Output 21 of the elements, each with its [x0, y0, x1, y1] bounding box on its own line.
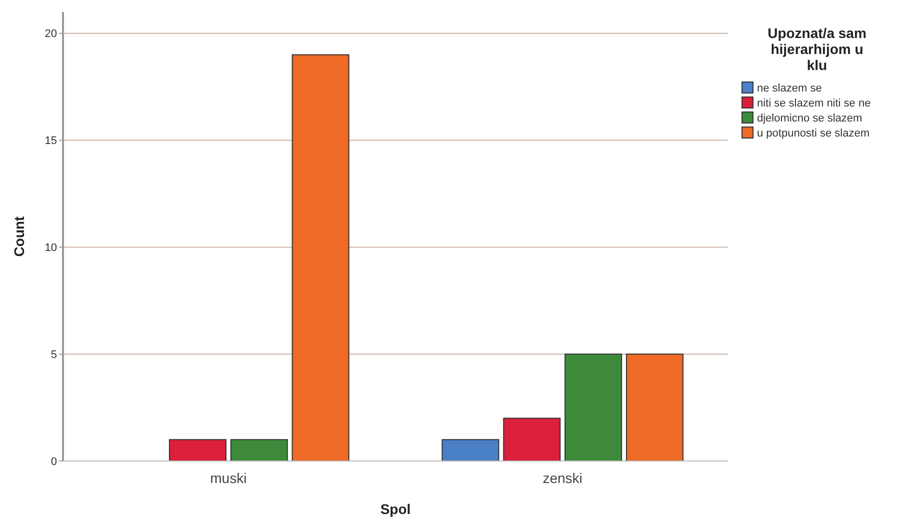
bar [168, 439, 226, 462]
bar [564, 354, 622, 462]
legend-label: u potpunosti se slazem [757, 128, 870, 140]
y-tick-label: 15 [44, 135, 57, 148]
bar [230, 439, 288, 462]
legend-label: ne slazem se [757, 82, 822, 94]
x-tick-label: zenski [542, 470, 582, 486]
y-tick-label: 0 [50, 456, 57, 468]
legend-title: Upoznat/a sam hijerarhijom u klu [768, 25, 866, 73]
bar [503, 418, 561, 462]
y-tick-label: 20 [44, 28, 57, 40]
y-tick-label: 10 [44, 242, 57, 254]
y-axis-title: Count [11, 216, 27, 257]
y-tick-label: 5 [50, 348, 57, 361]
x-axis-title: Spol [380, 501, 411, 517]
bar [442, 439, 500, 462]
bar [292, 54, 350, 462]
x-tick-label: muski [210, 470, 247, 486]
legend-label: djelomicno se slazem [757, 112, 862, 124]
legend-label: niti se slazem niti se ne [757, 98, 871, 110]
bar [626, 354, 684, 462]
